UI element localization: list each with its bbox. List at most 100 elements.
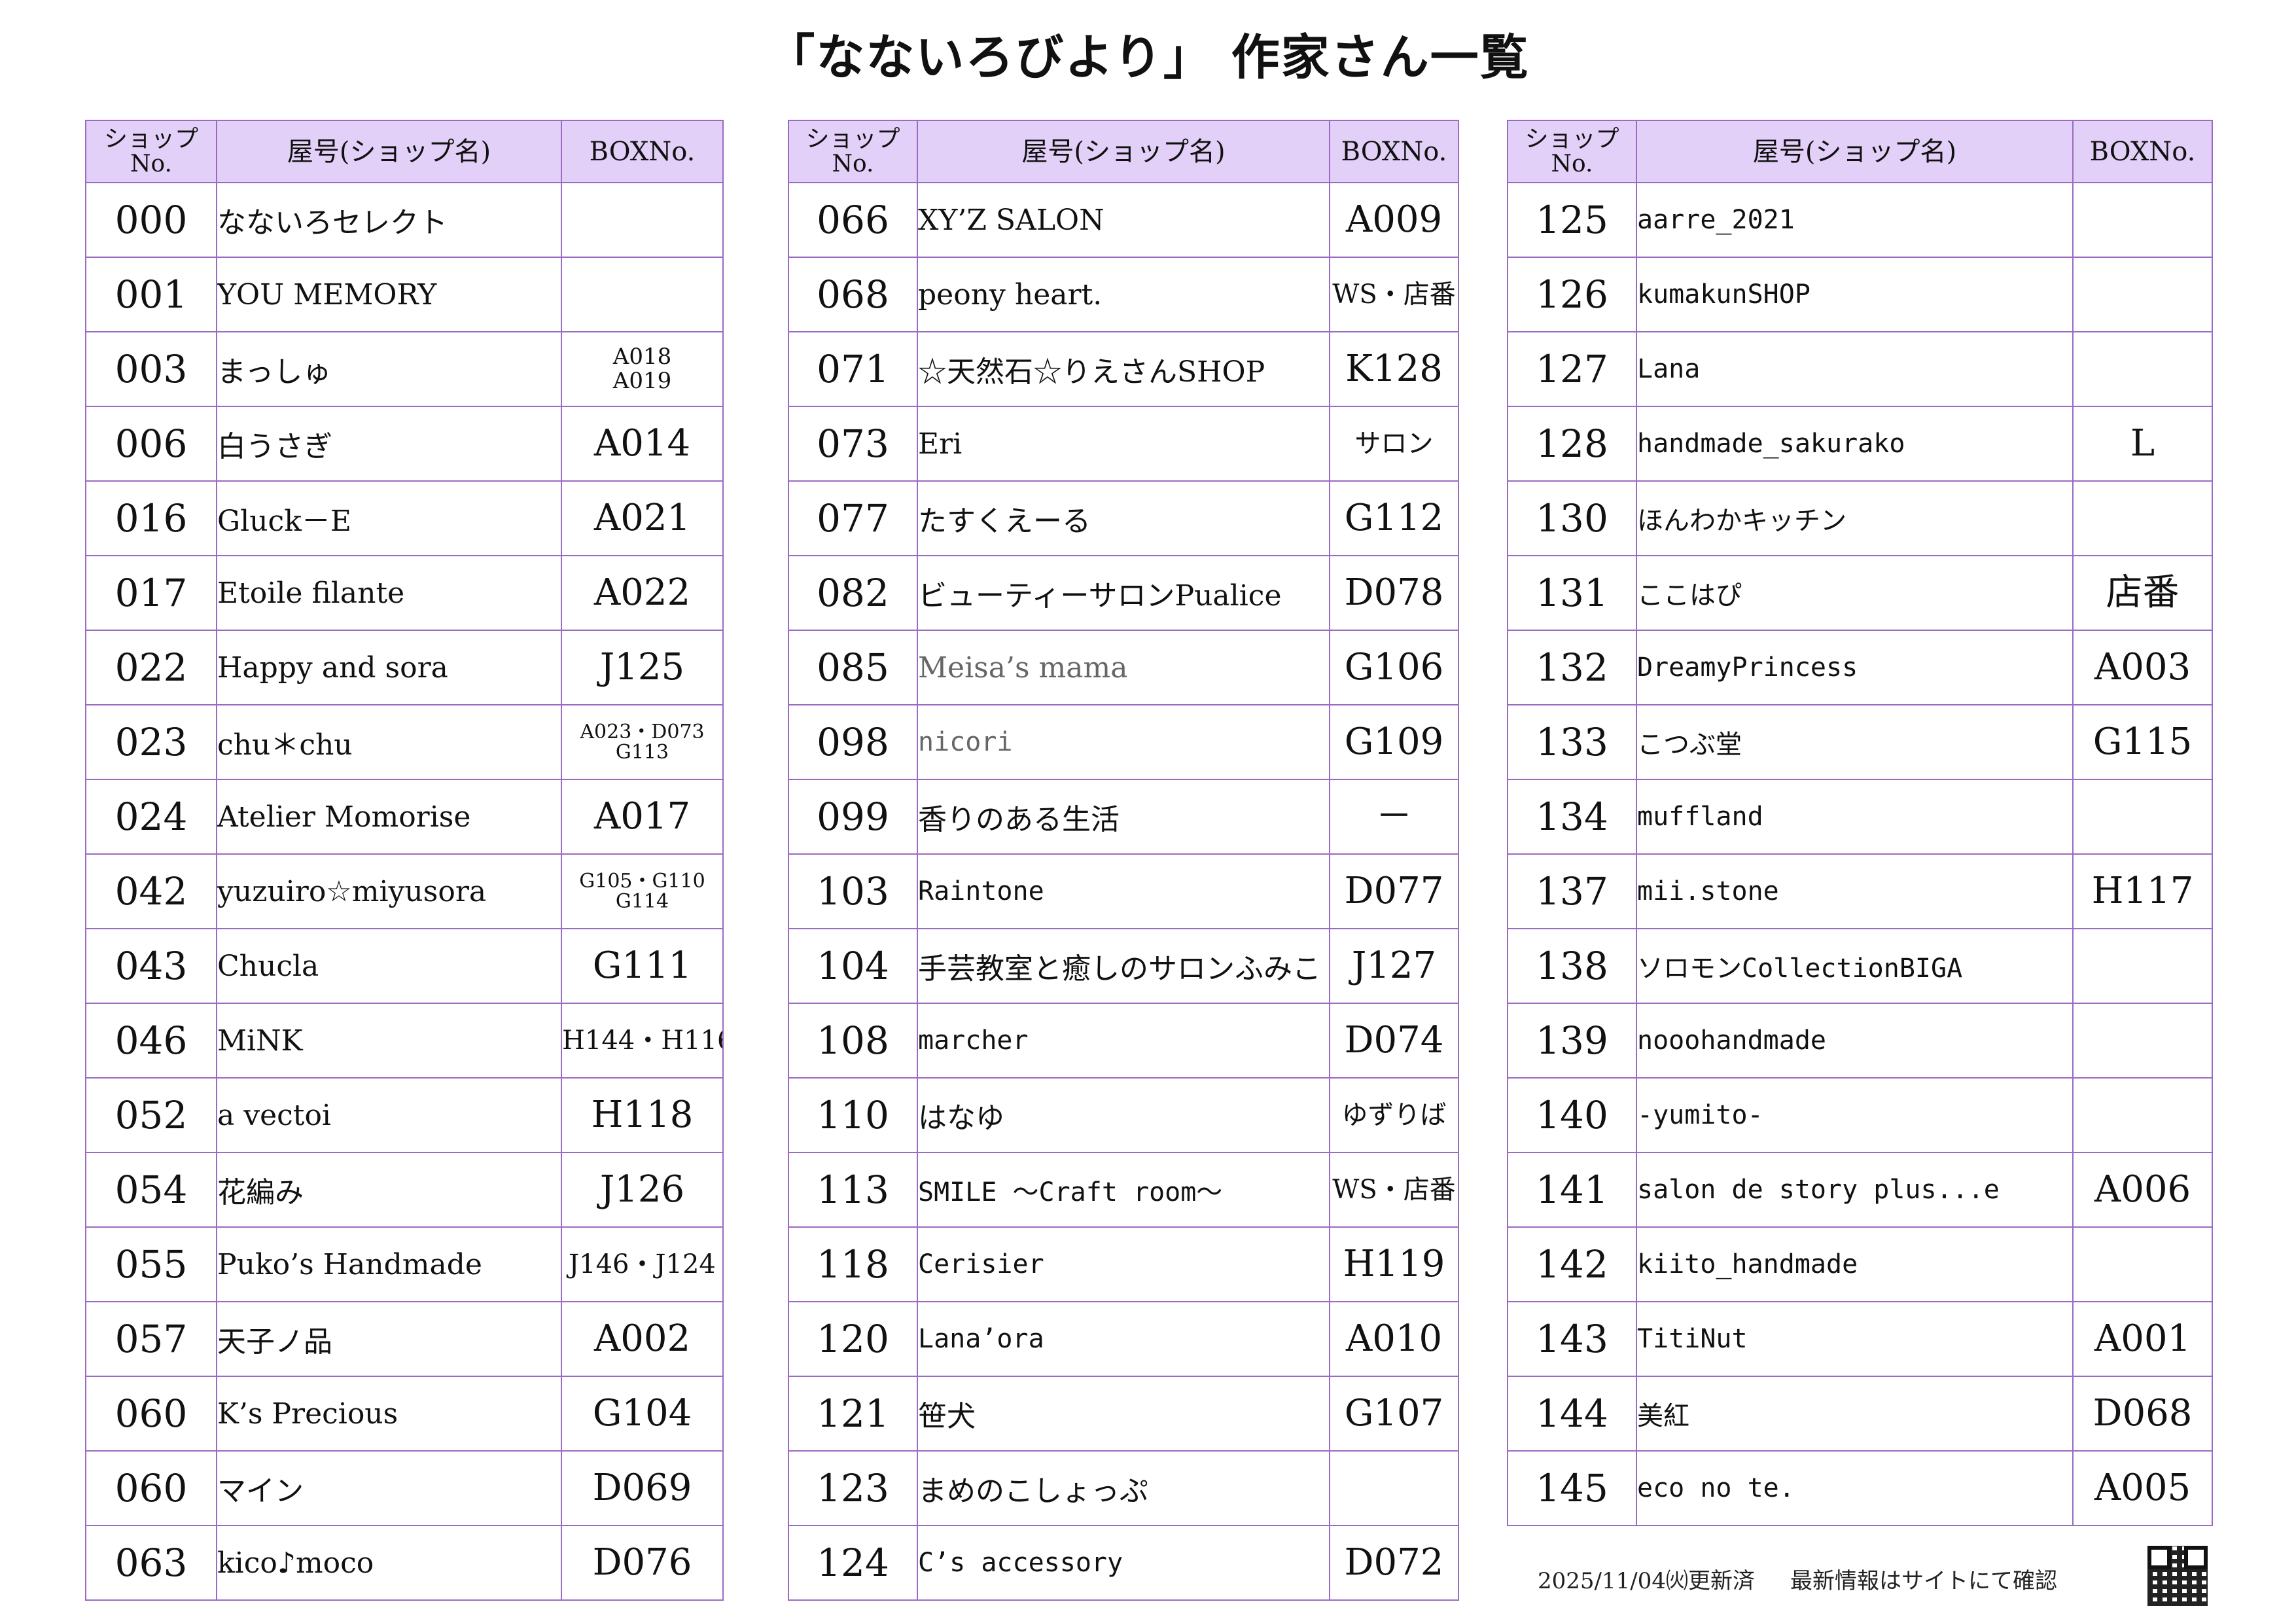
shop-name: C’s accessory [917,1525,1330,1601]
shop-number: 137 [1507,853,1637,929]
shop-number: 073 [788,406,918,482]
shop-number: 055 [85,1226,217,1302]
table-row: 022 Happy and sora J125 [85,630,724,705]
table-row: 130 ほんわかキッチン [1507,480,2213,556]
box-number: G115 [2072,704,2213,780]
box-number: J146・J124 [561,1226,724,1302]
shop-name: K’s Precious [216,1376,562,1452]
box-number [2072,257,2213,332]
shop-name: 香りのある生活 [917,779,1330,855]
box-number: H117 [2072,853,2213,929]
shop-number: 023 [85,704,217,780]
shop-number: 138 [1507,928,1637,1004]
shop-name: ここはぴ [1636,555,2074,631]
shop-name: 花編み [216,1152,562,1228]
shop-number: 016 [85,480,217,556]
shop-name: a vectoi [216,1077,562,1153]
table-row: 123 まめのこしょっぷ [788,1450,1459,1526]
box-number: D069 [561,1450,724,1526]
shop-name: marcher [917,1003,1330,1079]
shop-name: Chucla [216,928,562,1004]
shop-number: 118 [788,1226,918,1302]
box-number [2072,182,2213,258]
table-row: 024 Atelier Momorise A017 [85,779,724,855]
shop-name: 白うさぎ [216,406,562,482]
table-row: 108 marcher D074 [788,1003,1459,1079]
shop-name: Lana [1636,331,2074,407]
shop-name: ☆天然石☆りえさんSHOP [917,331,1330,407]
shop-number: 003 [85,331,217,407]
shop-name: salon de story plus...e [1636,1152,2074,1228]
shop-number: 024 [85,779,217,855]
shop-name: SMILE ～Craft room～ [917,1152,1330,1228]
shop-number: 082 [788,555,918,631]
shop-number: 042 [85,853,217,929]
shop-name: XY’Z SALON [917,182,1330,258]
box-number: － [1329,779,1459,855]
table-row: 125 aarre_2021 [1507,182,2213,258]
page-title: 「なないろびより」 作家さん一覧 [766,29,1530,86]
table-row: 063 kico♪moco D076 [85,1525,724,1601]
box-number: G107 [1329,1376,1459,1452]
shop-number: 066 [788,182,918,258]
shop-number: 134 [1507,779,1637,855]
footer-note: 2025/11/04㈫更新済 最新情報はサイトにて確認 [1538,1563,2057,1595]
shop-number: 104 [788,928,918,1004]
shop-name: chu＊chu [216,704,562,780]
shop-number: 110 [788,1077,918,1153]
shop-number: 113 [788,1152,918,1228]
header-box: BOXNo. [2072,120,2213,183]
box-number: A021 [561,480,724,556]
shop-name: Puko’s Handmade [216,1226,562,1302]
table-row: 145 eco no te. A005 [1507,1450,2213,1526]
qr-code-icon[interactable] [2147,1546,2208,1606]
shop-name: Gluck－E [216,480,562,556]
box-number: ゆずりば [1329,1077,1459,1153]
shop-name: yuzuiro☆miyusora [216,853,562,929]
box-number: A018 A019 [561,331,724,407]
shop-name: ほんわかキッチン [1636,480,2074,556]
shop-number: 071 [788,331,918,407]
shop-name: ソロモンCollectionBIGA [1636,928,2074,1004]
shop-number: 125 [1507,182,1637,258]
shop-name: DreamyPrincess [1636,630,2074,705]
table-row: 071 ☆天然石☆りえさんSHOP K128 [788,331,1459,407]
box-number: A001 [2072,1301,2213,1377]
box-number: A010 [1329,1301,1459,1377]
box-number: L [2072,406,2213,482]
shop-name: Happy and sora [216,630,562,705]
shop-name: TitiNut [1636,1301,2074,1377]
table-row: 057 天子ノ品 A002 [85,1301,724,1377]
shop-number: 052 [85,1077,217,1153]
table-row: 043 Chucla G111 [85,928,724,1004]
box-number: J127 [1329,928,1459,1004]
shop-name: なないろセレクト [216,182,562,258]
box-number: D076 [561,1525,724,1601]
box-number: D077 [1329,853,1459,929]
table-row: 104 手芸教室と癒しのサロンふみこ J127 [788,928,1459,1004]
shop-number: 057 [85,1301,217,1377]
shop-number: 054 [85,1152,217,1228]
box-number: G105・G110 G114 [561,853,724,929]
table-row: 134 muffland [1507,779,2213,855]
shop-number: 103 [788,853,918,929]
table-row: 006 白うさぎ A014 [85,406,724,482]
shop-number: 022 [85,630,217,705]
table-row: 127 Lana [1507,331,2213,407]
box-number: D068 [2072,1376,2213,1452]
shop-name: -yumito- [1636,1077,2074,1153]
shop-number: 131 [1507,555,1637,631]
box-number: H118 [561,1077,724,1153]
table-row: 141 salon de story plus...e A006 [1507,1152,2213,1228]
shop-number: 060 [85,1376,217,1452]
table-row: 066 XY’Z SALON A009 [788,182,1459,258]
box-number [561,257,724,332]
table-row: 137 mii.stone H117 [1507,853,2213,929]
shop-number: 077 [788,480,918,556]
table-row: 077 たすくえーる G112 [788,480,1459,556]
table-row: 054 花編み J126 [85,1152,724,1228]
shop-name: muffland [1636,779,2074,855]
table-row: 082 ビューティーサロンPualice D078 [788,555,1459,631]
shop-name: Eri [917,406,1330,482]
box-number [2072,1077,2213,1153]
